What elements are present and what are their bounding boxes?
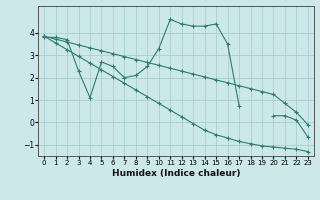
X-axis label: Humidex (Indice chaleur): Humidex (Indice chaleur) xyxy=(112,169,240,178)
